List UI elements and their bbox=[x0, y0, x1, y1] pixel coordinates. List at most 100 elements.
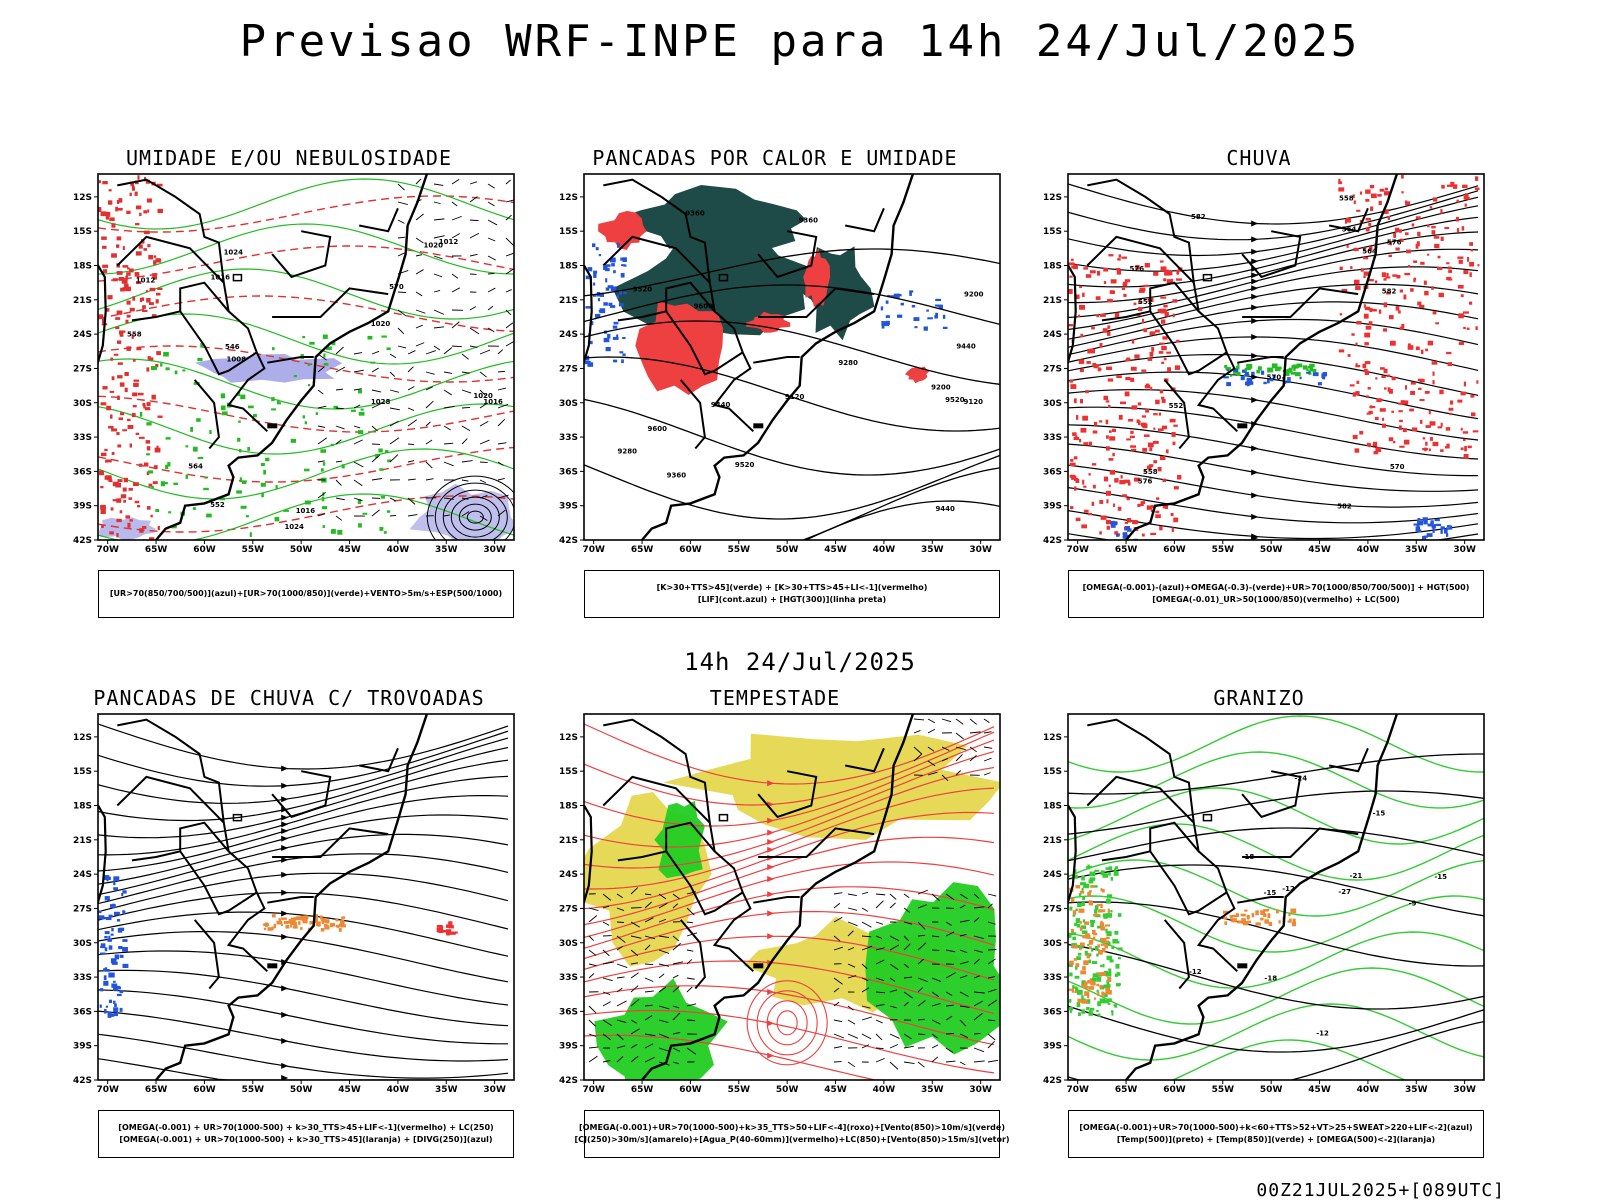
lif-contour bbox=[886, 315, 890, 318]
rain-fill bbox=[1164, 358, 1167, 360]
wind-vector bbox=[470, 220, 478, 221]
temp850-contour bbox=[1107, 894, 1112, 898]
rain-fill bbox=[1109, 436, 1115, 440]
rain-fill bbox=[1162, 399, 1166, 403]
humidity-speckle bbox=[158, 416, 163, 418]
rain-fill bbox=[1173, 299, 1178, 302]
humidity-speckle bbox=[209, 430, 211, 434]
rain-blue-fill bbox=[1318, 382, 1322, 385]
temp850-contour bbox=[1072, 985, 1074, 988]
humidity-speckle bbox=[127, 301, 131, 305]
rain-fill bbox=[1106, 446, 1110, 450]
rain-fill bbox=[1144, 285, 1149, 287]
rain-fill bbox=[1457, 400, 1462, 403]
rain-fill bbox=[1380, 367, 1385, 369]
humidity-speckle bbox=[291, 439, 296, 443]
lon-label: 70W bbox=[1066, 1085, 1089, 1095]
rain-fill bbox=[1107, 299, 1113, 303]
humidity-speckle bbox=[361, 408, 364, 410]
lon-label: 60W bbox=[679, 1085, 702, 1095]
humidity-speckle bbox=[153, 481, 158, 484]
contour-label: -15 bbox=[1373, 810, 1386, 818]
rain-fill bbox=[1126, 438, 1131, 440]
rain-fill bbox=[1142, 534, 1145, 537]
lon-label: 30W bbox=[483, 1085, 506, 1095]
humidity-speckle bbox=[111, 253, 117, 257]
rain-fill bbox=[1148, 443, 1154, 448]
humidity-speckle bbox=[193, 447, 198, 452]
rain-fill bbox=[1356, 381, 1359, 384]
rain-fill bbox=[1138, 307, 1142, 311]
thunderstorm-orange-fill bbox=[265, 922, 268, 927]
rain-fill bbox=[1416, 216, 1421, 219]
temp850-contour bbox=[1090, 877, 1096, 881]
humidity-speckle bbox=[165, 465, 168, 469]
humidity-speckle bbox=[324, 363, 329, 366]
humidity-speckle bbox=[323, 335, 328, 339]
rain-fill bbox=[1096, 296, 1101, 300]
temp850-contour bbox=[1070, 1009, 1072, 1013]
rain-fill bbox=[1381, 376, 1385, 378]
rain-fill bbox=[1469, 262, 1474, 267]
humidity-speckle bbox=[303, 415, 305, 418]
temp850-contour bbox=[1115, 964, 1119, 969]
humidity-speckle bbox=[221, 393, 225, 398]
rain-fill bbox=[1099, 531, 1102, 534]
rain-fill bbox=[1471, 412, 1475, 416]
rain-fill bbox=[1362, 364, 1366, 368]
temp850-contour bbox=[1081, 876, 1085, 881]
lat-label: 18S bbox=[73, 802, 92, 812]
wind-vector bbox=[988, 949, 996, 950]
omega-orange-fill bbox=[1248, 921, 1251, 923]
humidity-speckle bbox=[136, 433, 140, 435]
humidity-speckle bbox=[117, 200, 119, 204]
temp850-contour bbox=[1097, 1014, 1100, 1017]
rain-fill bbox=[1162, 479, 1166, 482]
omega-orange-fill bbox=[1260, 910, 1265, 915]
rain-blue-fill bbox=[1432, 524, 1436, 528]
humidity-speckle bbox=[102, 265, 108, 268]
divergence-blue-fill bbox=[111, 934, 114, 936]
wind-vector bbox=[918, 1034, 925, 1035]
omega-orange-fill bbox=[1100, 909, 1105, 912]
omega-orange-fill bbox=[1073, 910, 1076, 915]
divergence-blue-fill bbox=[123, 964, 129, 968]
map-plot: -9-12-12-12-15-15-15-18-18-21-24-2712S15… bbox=[1024, 710, 1494, 1110]
rain-fill bbox=[1401, 191, 1403, 193]
humidity-speckle bbox=[99, 470, 104, 475]
divergence-blue-fill bbox=[118, 946, 122, 949]
lif-contour bbox=[613, 326, 618, 329]
lif-contour bbox=[894, 294, 899, 298]
humidity-speckle bbox=[271, 397, 274, 401]
rain-fill bbox=[1153, 441, 1159, 444]
rain-fill bbox=[1074, 486, 1076, 490]
rain-fill bbox=[1079, 359, 1084, 364]
humidity-speckle bbox=[128, 425, 134, 429]
rain-fill bbox=[1159, 526, 1162, 530]
humidity-speckle bbox=[129, 268, 133, 272]
rain-blue-fill bbox=[1263, 382, 1266, 384]
rain-fill bbox=[1458, 285, 1464, 289]
rain-fill bbox=[1376, 398, 1381, 402]
lat-label: 39S bbox=[559, 1042, 578, 1052]
thunderstorm-orange-fill bbox=[274, 924, 276, 929]
rain-fill bbox=[1106, 420, 1109, 425]
temp850-contour bbox=[1088, 866, 1092, 868]
rain-fill bbox=[1440, 449, 1444, 452]
lat-label: 42S bbox=[73, 1076, 92, 1086]
contour-label: 576 bbox=[1129, 265, 1144, 273]
rain-fill bbox=[1427, 254, 1429, 256]
lat-label: 18S bbox=[1043, 262, 1062, 272]
humidity-speckle bbox=[125, 388, 128, 392]
rain-blue-fill bbox=[1287, 377, 1291, 380]
rain-fill bbox=[1420, 399, 1425, 401]
humidity-speckle bbox=[358, 523, 362, 527]
wind-vector bbox=[462, 407, 470, 408]
rain-fill bbox=[1127, 518, 1131, 523]
lon-label: 60W bbox=[193, 1085, 216, 1095]
thunderstorm-orange-fill bbox=[336, 925, 340, 927]
temp850-contour bbox=[1108, 872, 1111, 876]
lat-label: 24S bbox=[73, 330, 92, 340]
rain-fill bbox=[1393, 233, 1396, 238]
humidity-speckle bbox=[116, 533, 118, 537]
